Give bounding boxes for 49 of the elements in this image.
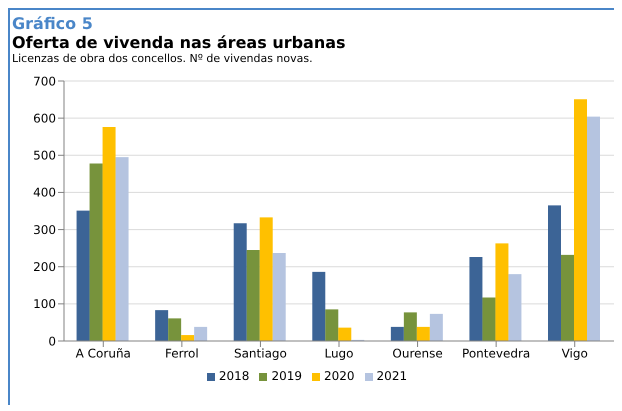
text: Licenzas de obra dos concellos. Nº de vivendas novas.	[11, 52, 314, 65]
bar	[181, 335, 194, 341]
bar	[390, 326, 404, 341]
bar	[116, 157, 129, 341]
x-tick-label: Pontevedra	[462, 346, 530, 361]
legend-label: 2019	[271, 369, 302, 383]
y-tick-label: 100	[33, 297, 56, 312]
y-tick-label: 200	[33, 260, 56, 274]
bar	[155, 310, 168, 341]
bar	[90, 163, 103, 341]
bar	[548, 205, 561, 341]
bar	[246, 250, 260, 341]
y-tick-label: 700	[33, 74, 56, 88]
x-tick-label: A Coruña	[76, 346, 131, 361]
x-tick-label: Lugo	[324, 346, 354, 361]
bar	[102, 127, 116, 341]
bar	[312, 272, 326, 341]
bar	[430, 314, 443, 341]
chart-subtitle: Oferta de vivenda nas áreas urbanas	[11, 33, 347, 52]
x-tick-label: Vigo	[562, 346, 588, 361]
bar	[587, 116, 600, 341]
bar	[234, 223, 247, 341]
x-tick-label: Ferrol	[165, 346, 199, 361]
x-tick-label: Ourense	[392, 346, 443, 361]
bar	[495, 243, 508, 341]
chart-title: Gráfico 5	[11, 13, 94, 33]
legend-label: 2020	[324, 369, 355, 383]
bar	[325, 309, 338, 341]
legend-label: 2021	[376, 369, 408, 383]
y-tick-label: 500	[33, 148, 56, 163]
bar	[76, 210, 90, 341]
y-tick-label: 400	[33, 186, 56, 200]
bar	[168, 318, 182, 341]
bar	[482, 298, 496, 341]
bar	[272, 252, 286, 341]
bar	[404, 312, 417, 341]
bar	[338, 328, 352, 341]
legend-label: 2018	[218, 369, 250, 383]
bar	[260, 217, 273, 341]
bar	[469, 257, 482, 341]
x-tick-label: Santiago	[234, 346, 287, 361]
bar	[194, 326, 208, 341]
bar	[508, 274, 522, 341]
y-tick-label: 600	[33, 111, 56, 126]
bar	[574, 99, 587, 341]
y-tick-label: 300	[33, 222, 56, 237]
bar	[561, 254, 574, 341]
y-tick-label: 0	[48, 334, 56, 348]
bar	[416, 326, 430, 341]
